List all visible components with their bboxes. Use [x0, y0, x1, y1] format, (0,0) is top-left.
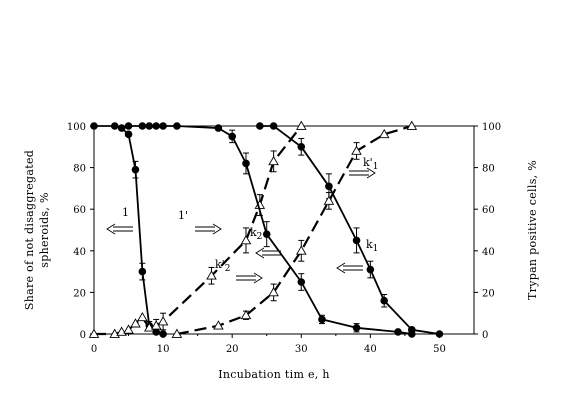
data-point [318, 315, 326, 324]
data-point [351, 145, 362, 155]
x-axis-title: Incubation tim e, h [218, 368, 330, 381]
annotation-arrow-head [212, 223, 222, 235]
data-point [297, 143, 306, 151]
annotation-arrow-head [106, 223, 116, 235]
data-point [152, 122, 160, 130]
y-right-axis-title: Trypan positive cells, % [526, 160, 539, 300]
data-point [173, 122, 181, 130]
annotation-label: k2 [250, 226, 262, 242]
data-point [408, 326, 416, 334]
x-tick-label: 40 [364, 344, 377, 355]
data-point [435, 330, 444, 338]
data-point [90, 122, 98, 130]
axes: 0 10 20 30 40 50 0 20 40 60 80 100 0 20 40 60 80 100 Incub… [23, 122, 539, 381]
y-right-tick-label: 40 [482, 247, 495, 258]
data-point [269, 122, 278, 130]
annotation-arrow-head [255, 247, 265, 259]
data-point [352, 236, 361, 245]
y-right-tick-label: 100 [482, 122, 501, 133]
data-point [325, 182, 333, 191]
x-tick-label: 10 [157, 344, 170, 355]
data-point [228, 132, 236, 141]
data-point [110, 122, 119, 130]
annotation-arrow-head [366, 167, 376, 179]
data-point [366, 265, 375, 274]
y-left-tick-label: 100 [67, 122, 86, 133]
data-point [296, 120, 307, 130]
data-point [213, 320, 224, 330]
annotation-label: k'1 [363, 156, 378, 172]
data-point [323, 195, 335, 205]
data-point [268, 155, 279, 166]
data-point [123, 324, 134, 334]
x-tick-label: 30 [295, 344, 308, 355]
data-point [159, 330, 167, 338]
data-point [256, 122, 264, 130]
data-point [138, 122, 147, 130]
y-left-tick-label: 80 [73, 164, 86, 175]
y-left-tick-label: 20 [73, 288, 86, 299]
series-5-line [176, 124, 413, 336]
data-point [171, 328, 183, 338]
data-point [214, 124, 223, 132]
data-point [380, 296, 388, 305]
x-tick-label: 50 [433, 344, 446, 355]
y-left-tick-label: 0 [80, 330, 86, 341]
y-right-tick-label: 60 [482, 205, 495, 216]
data-point [137, 311, 148, 322]
plot-frame [93, 125, 475, 335]
annotation-arrow-head [253, 272, 263, 284]
data-point [124, 130, 133, 139]
data-point [240, 234, 252, 245]
y-right-tick-label: 80 [482, 164, 495, 175]
data-point [242, 159, 250, 168]
data-point [138, 267, 147, 276]
data-point [157, 316, 169, 326]
y-right-tick-label: 20 [482, 288, 495, 299]
y-right-tick-label: 0 [482, 330, 488, 341]
x-tick-label: 0 [91, 344, 97, 355]
data-point [394, 328, 402, 336]
data-point [378, 128, 390, 139]
data-point [268, 286, 279, 297]
data-point [240, 309, 252, 320]
data-point [296, 245, 307, 255]
data-point [124, 122, 133, 130]
data-point [262, 230, 271, 238]
annotation-arrow-head [336, 262, 346, 274]
data-point [131, 165, 140, 174]
data-point [159, 122, 167, 130]
y-left-tick-label: 60 [73, 205, 86, 216]
data-point [206, 270, 217, 280]
y-left-axis-title: spheroids, % [38, 192, 51, 267]
x-tick-label: 20 [226, 344, 239, 355]
data-point [297, 278, 306, 286]
series-1-line [94, 125, 164, 335]
data-point [130, 318, 141, 328]
y-left-tick-label: 40 [73, 247, 86, 258]
annotation-label: 1 [122, 206, 129, 219]
data-point [88, 328, 100, 338]
series-layer [88, 120, 444, 338]
data-point [145, 122, 154, 130]
annotation-label: 1' [178, 209, 188, 222]
series-2-line [94, 125, 303, 336]
annotation-label: k'2 [215, 258, 230, 274]
data-point [352, 323, 361, 332]
annotation-label: k1 [366, 238, 378, 254]
annotations-layer: 1 1' k2 k'2 k1 k'1 [106, 156, 378, 284]
y-left-axis-title: Share of not disaggregated [23, 150, 36, 310]
data-point [406, 120, 418, 130]
series-4-line [259, 125, 440, 335]
data-point [117, 124, 126, 132]
